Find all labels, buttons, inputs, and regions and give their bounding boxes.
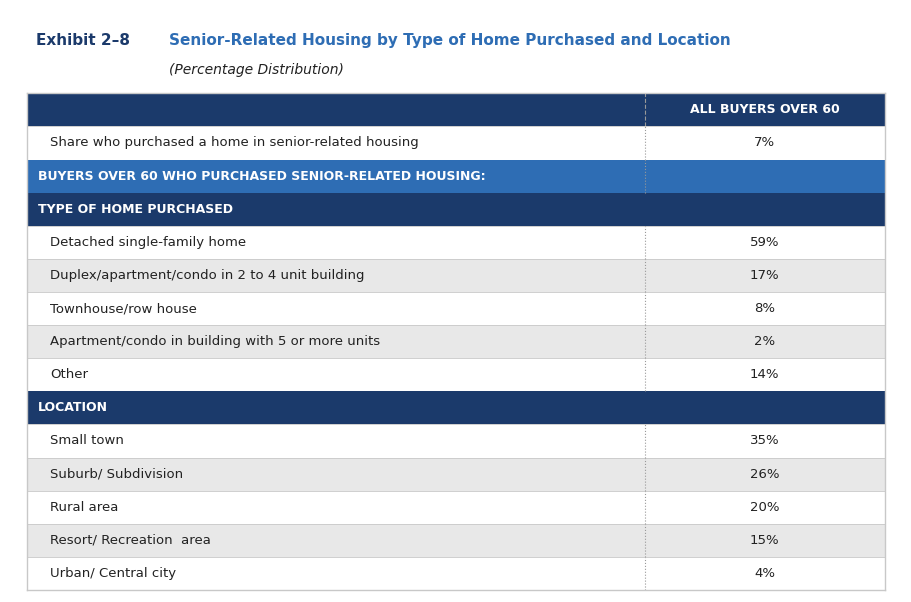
Text: Other: Other bbox=[50, 368, 88, 381]
Text: BUYERS OVER 60 WHO PURCHASED SENIOR-RELATED HOUSING:: BUYERS OVER 60 WHO PURCHASED SENIOR-RELA… bbox=[38, 170, 486, 182]
Text: Resort/ Recreation  area: Resort/ Recreation area bbox=[50, 534, 210, 547]
Text: 26%: 26% bbox=[749, 468, 779, 480]
Text: 17%: 17% bbox=[749, 269, 779, 282]
Text: LOCATION: LOCATION bbox=[38, 402, 108, 414]
Text: Senior-Related Housing by Type of Home Purchased and Location: Senior-Related Housing by Type of Home P… bbox=[169, 33, 730, 48]
Text: Rural area: Rural area bbox=[50, 501, 118, 514]
Text: Exhibit 2–8: Exhibit 2–8 bbox=[36, 33, 130, 48]
Text: Townhouse/row house: Townhouse/row house bbox=[50, 302, 197, 315]
Text: 8%: 8% bbox=[753, 302, 774, 315]
Text: ALL BUYERS OVER 60: ALL BUYERS OVER 60 bbox=[689, 104, 838, 116]
Text: 4%: 4% bbox=[753, 567, 774, 580]
Text: TYPE OF HOME PURCHASED: TYPE OF HOME PURCHASED bbox=[38, 203, 233, 216]
Text: 2%: 2% bbox=[753, 335, 774, 348]
Text: 7%: 7% bbox=[753, 137, 774, 149]
Text: 15%: 15% bbox=[749, 534, 779, 547]
Text: 14%: 14% bbox=[749, 368, 779, 381]
Text: 20%: 20% bbox=[749, 501, 779, 514]
Text: 35%: 35% bbox=[749, 435, 779, 447]
Text: Share who purchased a home in senior-related housing: Share who purchased a home in senior-rel… bbox=[50, 137, 418, 149]
Text: Urban/ Central city: Urban/ Central city bbox=[50, 567, 176, 580]
Text: Apartment/condo in building with 5 or more units: Apartment/condo in building with 5 or mo… bbox=[50, 335, 380, 348]
Text: Detached single-family home: Detached single-family home bbox=[50, 236, 246, 249]
Text: 59%: 59% bbox=[749, 236, 779, 249]
Text: Duplex/apartment/condo in 2 to 4 unit building: Duplex/apartment/condo in 2 to 4 unit bu… bbox=[50, 269, 364, 282]
Text: (Percentage Distribution): (Percentage Distribution) bbox=[169, 63, 343, 77]
Text: Small town: Small town bbox=[50, 435, 124, 447]
Text: Suburb/ Subdivision: Suburb/ Subdivision bbox=[50, 468, 183, 480]
